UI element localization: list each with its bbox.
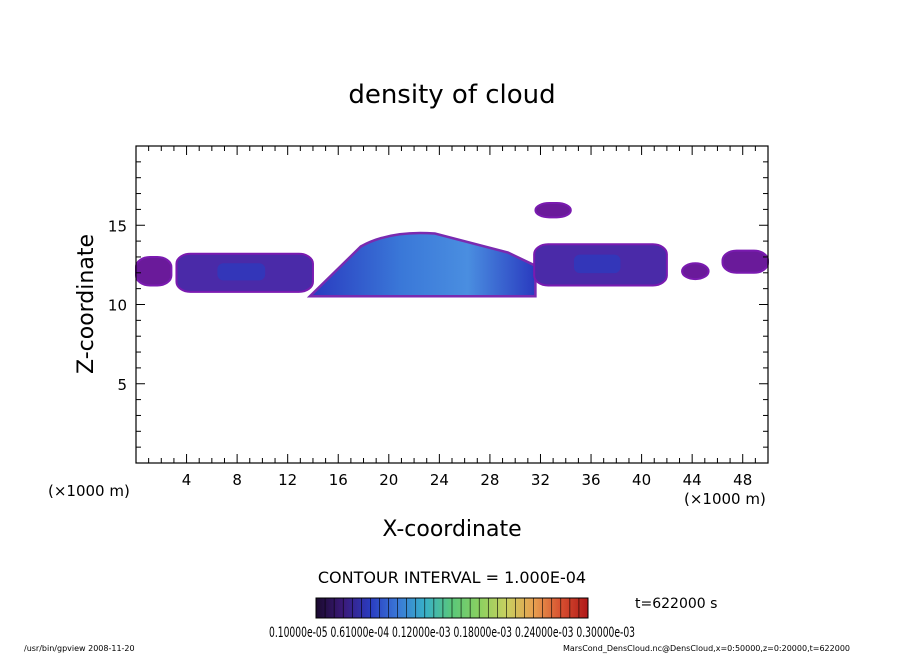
cloud-region [135,255,173,287]
cloud-region [681,262,710,281]
time-label: t=622000 s [635,596,717,612]
cloud-density-field [135,202,769,298]
x-unit-right: (×1000 m) [684,490,766,508]
cloud-region [721,249,769,274]
x-tick-label: 36 [581,471,600,489]
colorbar-labels: 0.10000e-05 0.61000e-04 0.12000e-03 0.18… [269,625,635,641]
x-tick-label: 24 [430,471,449,489]
x-tick-label: 48 [733,471,752,489]
chart-title: density of cloud [348,80,555,110]
footer-right: MarsCond_DensCloud.nc@DensCloud,x=0:5000… [563,644,850,653]
colorbar [315,597,589,619]
x-tick-label: 16 [329,471,348,489]
cloud-dense-patch [217,263,266,281]
y-tick-label: 15 [108,217,127,235]
x-tick-label: 20 [379,471,398,489]
x-tick-label: 44 [683,471,702,489]
cloud-region [534,202,572,219]
y-tick-label: 5 [117,376,127,394]
x-tick-label: 8 [232,471,242,489]
footer-left: /usr/bin/gpview 2008-11-20 [24,644,135,653]
x-tick-label: 12 [278,471,297,489]
plot-frame [135,145,769,464]
x-unit-left: (×1000 m) [48,482,130,500]
colorbar-divisions [324,598,580,618]
cloud-dense-patch [573,254,621,274]
x-tick-label: 40 [632,471,651,489]
x-tick-label: 4 [182,471,192,489]
x-axis-label: X-coordinate [382,517,521,542]
cloud-core [312,234,535,295]
x-tick-label: 28 [480,471,499,489]
x-tick-label: 32 [531,471,550,489]
contour-interval-label: CONTOUR INTERVAL = 1.000E-04 [318,568,586,587]
y-axis-label: Z-coordinate [74,234,99,374]
y-tick-label: 10 [108,297,127,315]
